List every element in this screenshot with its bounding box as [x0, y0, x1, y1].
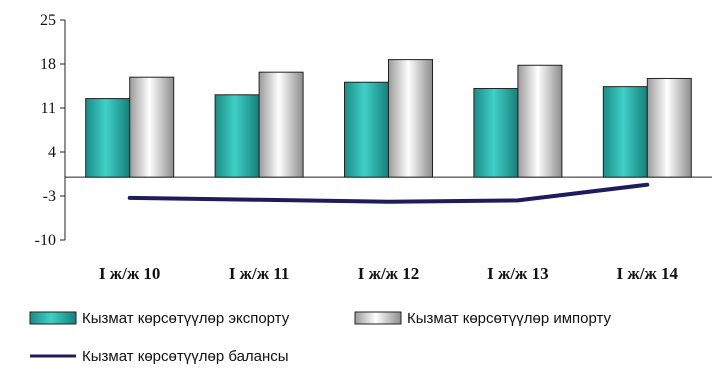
legend-swatch-export — [29, 311, 77, 325]
import-bar — [517, 64, 563, 178]
x-category-label: І ж/ж 14 — [617, 264, 679, 283]
y-tick-label: -3 — [43, 188, 56, 205]
x-category-label: І ж/ж 12 — [358, 264, 420, 283]
legend-label: Кызмат көрсөтүүлөр балансы — [82, 348, 289, 365]
import-bar — [129, 76, 175, 178]
x-category-label: І ж/ж 11 — [229, 264, 290, 283]
legend-item-export: Кызмат көрсөтүүлөр экспорту — [29, 310, 290, 327]
legend-label: Кызмат көрсөтүүлөр импорту — [407, 310, 612, 327]
plot-area: 25 18 11 4 -3 -10 І ж/ж 10 І ж/ж 11 І ж/ж 12 І ж/… — [35, 12, 712, 283]
import-bar — [258, 71, 304, 178]
y-tick-label: 4 — [48, 144, 56, 161]
export-bar — [602, 86, 648, 178]
legend-item-balance: Кызмат көрсөтүүлөр балансы — [30, 348, 289, 365]
y-tick-label: -10 — [35, 232, 56, 249]
legend-item-import: Кызмат көрсөтүүлөр импорту — [354, 310, 612, 327]
x-category-label: І ж/ж 10 — [99, 264, 161, 283]
y-tick-label: 25 — [40, 12, 56, 29]
export-bar — [85, 98, 131, 178]
export-bar — [344, 81, 389, 178]
y-tick-label: 11 — [41, 100, 56, 117]
legend: Кызмат көрсөтүүлөр экспорту Кызмат көрсөт… — [29, 310, 612, 365]
import-bar — [646, 77, 692, 178]
export-bar — [473, 88, 519, 178]
balance-line — [127, 182, 650, 204]
x-category-label: І ж/ж 13 — [487, 264, 549, 283]
import-bar — [388, 59, 433, 178]
legend-label: Кызмат көрсөтүүлөр экспорту — [82, 310, 290, 327]
y-tick-label: 18 — [40, 56, 56, 73]
legend-swatch-import — [354, 311, 402, 325]
export-bar — [214, 94, 260, 178]
